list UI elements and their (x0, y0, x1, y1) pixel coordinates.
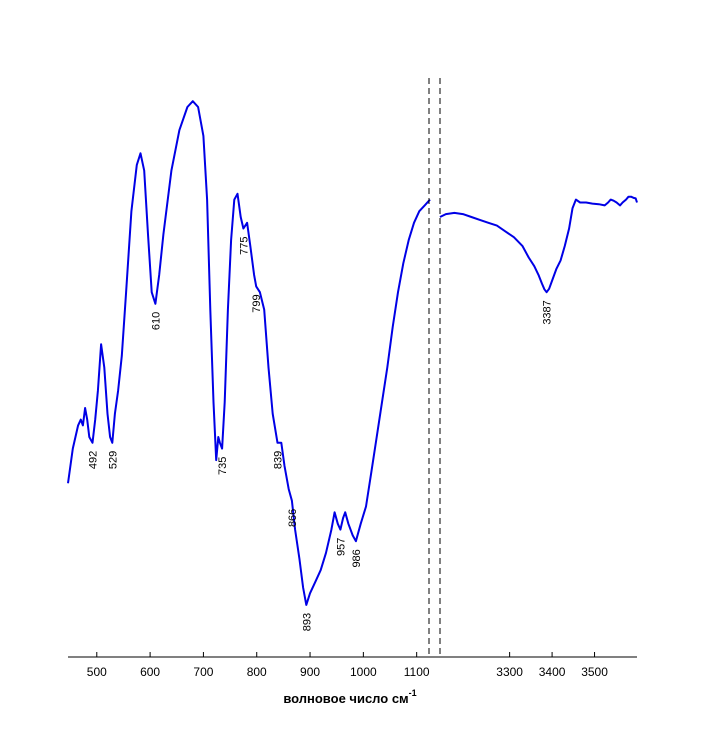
x-tick-label-700: 700 (193, 665, 213, 679)
x-tick-label-1100: 1100 (404, 665, 430, 679)
x-tick-label-500: 500 (87, 665, 107, 679)
peak-label-610: 610 (150, 312, 162, 330)
peak-label-775: 775 (238, 237, 250, 255)
peak-label-957: 957 (335, 538, 347, 556)
x-axis-title: волновое число см-1 (283, 688, 416, 706)
peak-label-893: 893 (301, 613, 313, 631)
peak-label-735: 735 (217, 457, 229, 475)
spectrum-line-segment-2 (439, 195, 638, 294)
spectrum-line-segment-1 (67, 100, 431, 606)
x-tick-label-3300: 3300 (496, 665, 523, 679)
peak-label-986: 986 (351, 549, 363, 567)
peak-label-492: 492 (88, 451, 100, 469)
x-tick-label-3400: 3400 (539, 665, 566, 679)
peak-label-799: 799 (251, 294, 263, 312)
x-axis-ticks: 500 600 700 800 900 1000 1100 3300 3400 3500 (87, 652, 608, 679)
peak-label-529: 529 (107, 451, 119, 469)
x-tick-label-1000: 1000 (350, 665, 377, 679)
spectrum-lines (67, 100, 638, 606)
peak-label-3387: 3387 (542, 300, 554, 324)
peak-labels: 492 529 610 735 775 799 839 866 893 957 986 3387 (88, 237, 554, 632)
peak-label-866: 866 (287, 509, 299, 527)
peak-label-839: 839 (273, 451, 285, 469)
x-tick-label-600: 600 (140, 665, 160, 679)
x-tick-label-3500: 3500 (581, 665, 608, 679)
x-tick-label-900: 900 (300, 665, 320, 679)
axis-break (428, 78, 441, 657)
x-tick-label-800: 800 (247, 665, 267, 679)
